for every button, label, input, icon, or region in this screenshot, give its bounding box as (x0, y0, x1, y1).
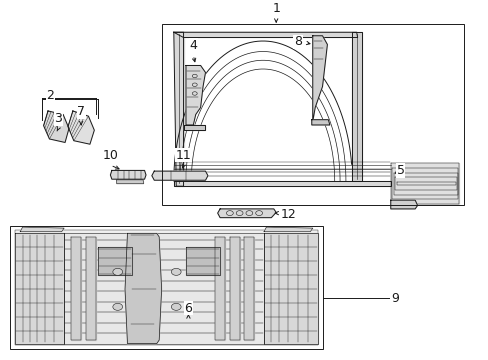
Polygon shape (43, 111, 69, 143)
Text: 12: 12 (281, 208, 296, 221)
Text: 3: 3 (54, 112, 62, 125)
Circle shape (171, 303, 181, 310)
Polygon shape (185, 66, 205, 125)
Polygon shape (173, 32, 357, 37)
Text: 5: 5 (396, 164, 404, 177)
Polygon shape (173, 32, 183, 186)
Text: 6: 6 (184, 302, 192, 315)
Polygon shape (312, 36, 327, 121)
Polygon shape (396, 182, 455, 185)
Polygon shape (391, 168, 457, 199)
Polygon shape (264, 227, 312, 231)
Polygon shape (98, 247, 132, 275)
Polygon shape (64, 233, 264, 343)
Polygon shape (68, 111, 94, 144)
Polygon shape (351, 32, 361, 181)
Polygon shape (217, 209, 276, 218)
Text: 1: 1 (272, 2, 280, 15)
Polygon shape (264, 233, 317, 343)
Polygon shape (394, 177, 456, 190)
Polygon shape (117, 180, 143, 184)
Polygon shape (393, 172, 457, 194)
Polygon shape (390, 200, 417, 209)
Bar (10, 226, 322, 349)
Text: 11: 11 (175, 149, 191, 162)
Circle shape (171, 268, 181, 275)
Polygon shape (173, 181, 390, 186)
Polygon shape (125, 233, 161, 343)
Text: 10: 10 (102, 149, 118, 162)
Polygon shape (183, 125, 205, 130)
Polygon shape (71, 237, 81, 340)
Text: 9: 9 (390, 292, 398, 305)
Circle shape (113, 268, 122, 275)
Bar (15, 230, 317, 345)
Polygon shape (15, 233, 64, 343)
Polygon shape (20, 227, 64, 231)
Polygon shape (110, 170, 146, 179)
Bar (161, 23, 463, 206)
Text: 4: 4 (189, 39, 197, 51)
Text: 8: 8 (293, 35, 302, 48)
Circle shape (113, 303, 122, 310)
Polygon shape (86, 237, 96, 340)
Polygon shape (152, 171, 207, 180)
Polygon shape (185, 247, 220, 275)
Polygon shape (244, 237, 254, 340)
Text: 7: 7 (77, 105, 85, 118)
Polygon shape (390, 163, 458, 204)
Polygon shape (229, 237, 239, 340)
Text: 2: 2 (46, 89, 54, 102)
Polygon shape (215, 237, 224, 340)
Polygon shape (311, 120, 329, 125)
